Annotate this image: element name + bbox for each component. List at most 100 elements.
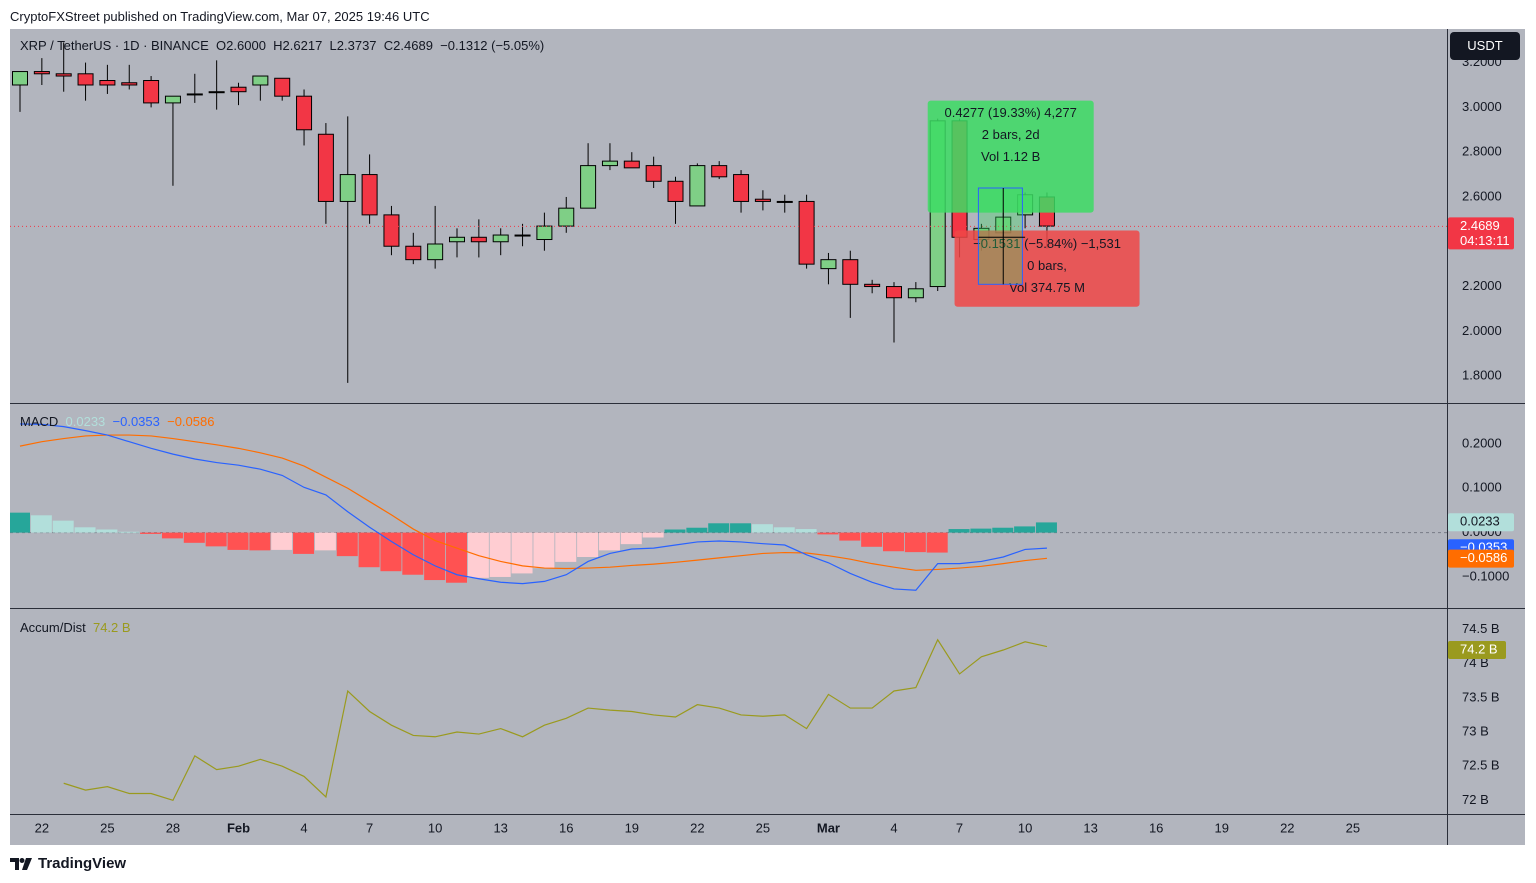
macd-signal-badge-text: −0.0586 <box>1460 550 1507 565</box>
macd-histogram-bar <box>992 527 1014 533</box>
candle-down <box>121 82 138 86</box>
candle-down <box>296 95 313 131</box>
time-axis-tick: 4 <box>300 820 307 835</box>
chart-canvas[interactable]: 0.4277 (19.33%) 4,277 2 bars, 2d Vol 1.12 … <box>10 29 1525 845</box>
chart-frame[interactable]: 0.4277 (19.33%) 4,277 2 bars, 2d Vol 1.12 … <box>10 29 1525 845</box>
time-axis-tick: 25 <box>1346 820 1360 835</box>
candle-down <box>798 200 815 265</box>
candles-group <box>12 42 1055 383</box>
candle-down <box>711 165 728 178</box>
time-axis-tick: 7 <box>956 820 963 835</box>
last-price-badge <box>1448 217 1514 250</box>
macd-histogram-bar <box>598 532 620 551</box>
candle-down <box>77 73 94 86</box>
candle-down <box>667 180 684 202</box>
macd-histogram-bar <box>10 512 30 533</box>
time-axis-tick: 25 <box>100 820 114 835</box>
ad-legend-name: Accum/Dist <box>20 620 86 635</box>
macd-legend[interactable]: MACD 0.0233 −0.0353 −0.0586 <box>20 414 214 429</box>
pane-divider-macd-ad[interactable] <box>10 608 1525 609</box>
ad-legend[interactable]: Accum/Dist 74.2 B <box>20 620 131 635</box>
macd-histogram-bar <box>730 523 752 533</box>
selection-box <box>977 187 1023 285</box>
macd-histogram-bar <box>205 532 227 547</box>
legend-low: L2.3737 <box>329 38 377 53</box>
macd-legend-macd: −0.0353 <box>112 414 160 429</box>
macd-histogram-bar <box>249 532 271 551</box>
candle-down <box>230 86 247 93</box>
candle-up <box>514 234 531 237</box>
pane-divider-price-macd[interactable] <box>10 403 1525 404</box>
countdown-label: 04:13:11 <box>1460 233 1510 248</box>
candle-up <box>164 95 181 104</box>
macd-histogram-bar <box>795 529 817 533</box>
last-price-label: 2.4689 <box>1460 218 1500 233</box>
macd-histogram-bar <box>686 527 708 533</box>
macd-histogram-bar <box>555 532 577 562</box>
measure-down-line2: 0 bars, <box>1027 258 1067 273</box>
macd-histogram-bar <box>817 532 839 535</box>
candle-up <box>820 259 837 270</box>
measure-up-line2: 2 bars, 2d <box>982 127 1040 142</box>
ad-axis-tick: 73 B <box>1462 723 1489 738</box>
time-axis-tick: 13 <box>1083 820 1097 835</box>
candle-up <box>449 236 465 243</box>
legend-open: O2.6000 <box>216 38 266 53</box>
macd-histogram-bar <box>227 532 249 550</box>
macd-signal-line <box>19 434 1048 571</box>
time-axis-tick: 16 <box>1149 820 1163 835</box>
macd-histogram-bar <box>314 532 336 551</box>
candle-up <box>427 243 444 261</box>
candle-down <box>361 174 378 216</box>
candle-up <box>492 234 509 243</box>
macd-axis-tick: 0.1000 <box>1462 480 1502 495</box>
macd-axis-tick: −0.1000 <box>1462 568 1509 583</box>
candle-down <box>55 73 72 77</box>
candle-down <box>754 198 771 202</box>
candle-up <box>186 93 203 96</box>
candle-up <box>601 160 618 167</box>
brand-text: TradingView <box>38 855 127 872</box>
macd-histogram-bar <box>904 532 926 553</box>
macd-histogram-bar <box>336 532 358 557</box>
symbol-legend[interactable]: XRP / TetherUS · 1D · BINANCE O2.6000 H2… <box>20 38 544 53</box>
time-axis-tick: 22 <box>690 820 704 835</box>
macd-axis-tick: 0.2000 <box>1462 435 1502 450</box>
ad-axis-tick: 74.5 B <box>1462 621 1500 636</box>
ad-axis-tick: 72.5 B <box>1462 758 1500 773</box>
candle-up <box>580 165 597 209</box>
legend-close: C2.4689 <box>383 38 433 53</box>
measure-down-line3: Vol 374.75 M <box>1009 280 1085 295</box>
macd-histogram-bar <box>751 524 773 533</box>
ad-line <box>63 638 1048 802</box>
candle-down <box>886 286 902 299</box>
candle-down <box>317 133 334 202</box>
candle-up <box>907 288 924 299</box>
legend-change: −0.1312 (−5.05%) <box>440 38 545 53</box>
candle-down <box>99 80 116 86</box>
candle-up <box>558 207 575 227</box>
macd-hist-badge <box>1448 513 1514 532</box>
measure-down-line1: −0.1531 (−5.84%) −1,531 <box>973 236 1121 251</box>
macd-histogram-bar <box>380 532 402 572</box>
measure-down-box <box>954 230 1140 307</box>
macd-histogram-bar <box>96 529 118 533</box>
candle-up <box>208 91 225 94</box>
macd-histogram-bar <box>402 532 424 575</box>
time-axis-tick: 25 <box>756 820 770 835</box>
legend-symbol[interactable]: XRP / TetherUS · 1D · BINANCE <box>20 38 209 53</box>
price-scale-separator <box>1447 29 1448 845</box>
price-axis-tick: 2.6000 <box>1462 188 1502 203</box>
macd-histogram-bar <box>1014 526 1036 533</box>
candle-up <box>689 165 706 207</box>
macd-line <box>19 423 1047 591</box>
time-axis-tick: 16 <box>559 820 573 835</box>
candle-down <box>405 245 422 261</box>
ad-value-badge <box>1448 641 1506 659</box>
currency-button[interactable]: USDT <box>1450 32 1520 60</box>
candle-down <box>842 259 859 285</box>
time-axis-tick: 22 <box>35 820 49 835</box>
tradingview-brand[interactable]: TradingView <box>10 855 126 872</box>
macd-histogram-bar <box>577 532 599 557</box>
macd-histogram-bar <box>358 532 380 568</box>
